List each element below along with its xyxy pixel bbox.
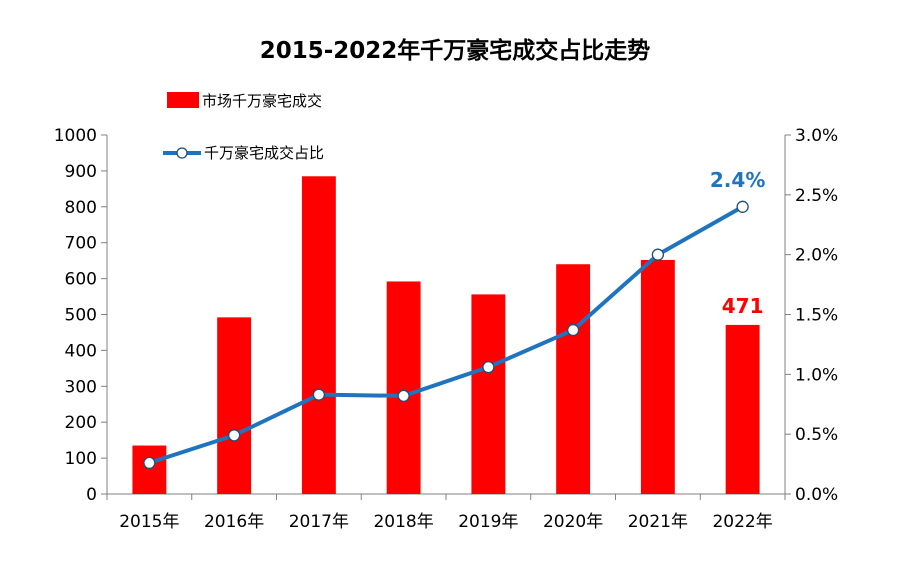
line-point [312,388,326,401]
bar [301,176,336,494]
y-right-tick-label: 2.5% [795,186,838,206]
x-tick-label: 2020年 [543,512,603,532]
legend-swatch-bar [167,92,199,108]
y-left-tick-label: 800 [65,198,97,218]
chart-title: 2015-2022年千万豪宅成交占比走势 [260,37,651,64]
legend: 市场千万豪宅成交 千万豪宅成交占比 [163,92,324,162]
y-left-tick-label: 900 [65,162,97,182]
y-left-tick-label: 200 [65,413,97,433]
x-tick-labels: 2015年 2016年 2017年 2018年 2019年 2020年 2021年 2022年 [119,512,773,532]
x-tick-label: 2015年 [119,512,179,532]
y-left-tick-label: 500 [65,306,97,326]
y-right-tick-label: 1.5% [795,306,838,326]
y-right-tick-label: 2.0% [795,246,838,266]
bar [217,317,252,494]
x-tick-label: 2019年 [458,512,518,532]
x-tick-label: 2018年 [373,512,433,532]
y-right-tick-label: 1.0% [795,365,838,385]
line-point [482,361,495,374]
line-point [227,429,241,442]
y-right-tick-label: 0.5% [795,425,838,445]
line-point [566,323,580,337]
bar [556,264,591,494]
data-labels: 471 2.4% [710,168,765,318]
axes: 0 100 200 300 400 500 600 700 800 900 1000 0.0% 0.5%… [54,126,838,505]
y-left-tick-label: 0 [86,485,97,505]
legend-label-bar: 市场千万豪宅成交 [202,92,322,110]
y-left-tick-label: 400 [65,341,97,361]
bar-series [132,176,760,494]
x-tick-label: 2016年 [204,512,264,532]
legend-swatch-marker [176,147,188,159]
bar-data-label: 471 [722,294,764,318]
bar [132,445,167,494]
y-left-tick-label: 100 [65,449,97,469]
y-left-tick-label: 600 [65,270,97,290]
x-tick-label: 2021年 [628,512,688,532]
line-series [143,200,749,470]
bar [386,281,421,494]
x-tick-label: 2022年 [712,512,772,532]
y-left-tick-label: 1000 [54,126,97,146]
line-point [143,456,156,470]
legend-label-line: 千万豪宅成交占比 [204,144,324,162]
line-path [148,205,744,465]
line-point [397,389,410,403]
y-left-tick-label: 700 [65,234,97,254]
line-point [736,200,749,213]
y-right-tick-label: 0.0% [795,485,838,505]
line-data-label: 2.4% [710,168,765,192]
bar [640,259,675,494]
bar [725,324,760,494]
bar [471,294,506,494]
y-right-tick-label: 3.0% [795,126,838,146]
y-left-tick-label: 300 [65,377,97,397]
line-point [651,248,665,261]
x-tick-label: 2017年 [289,512,349,532]
